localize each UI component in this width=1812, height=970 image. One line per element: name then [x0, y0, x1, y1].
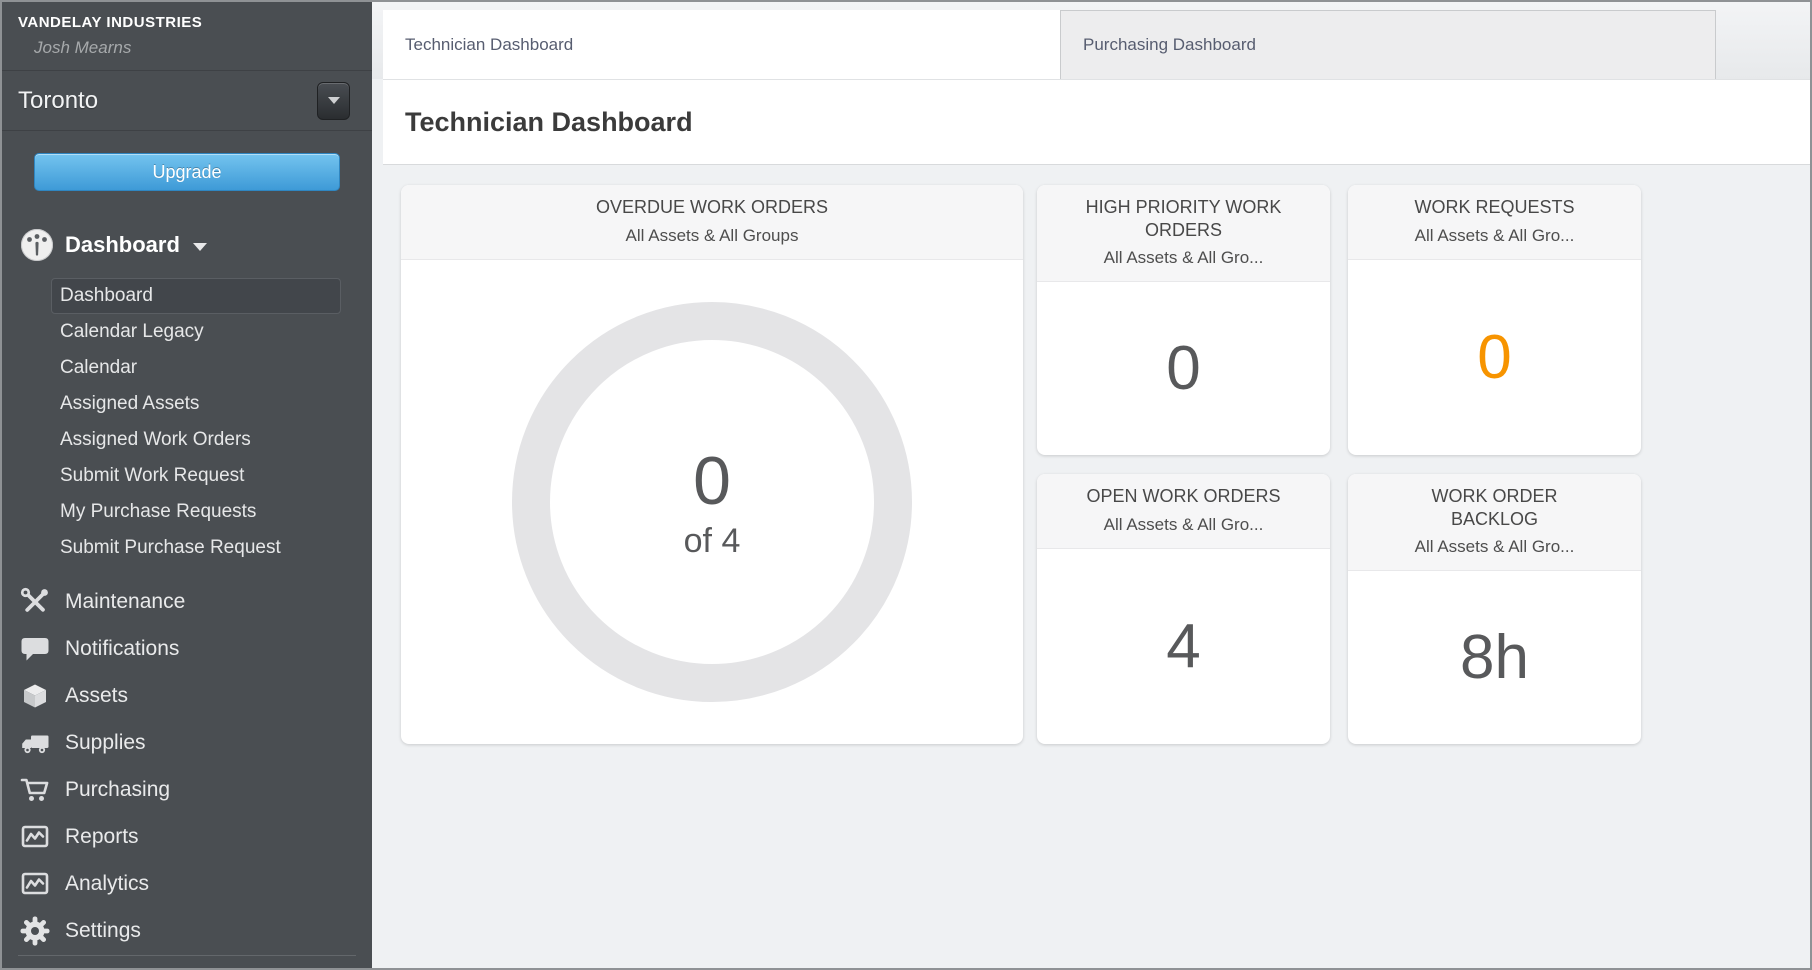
- sidebar-main-menu: Maintenance Notifications: [2, 578, 372, 954]
- open-work-orders-count: 4: [1166, 611, 1201, 681]
- card-body: 0 of 4: [401, 260, 1023, 745]
- stat-card-grid: HIGH PRIORITY WORK ORDERS All Assets & A…: [1037, 185, 1641, 744]
- sidebar-item-analytics[interactable]: Analytics: [18, 860, 372, 907]
- sidebar-item-supplies[interactable]: Supplies: [18, 719, 372, 766]
- work-requests-count: 0: [1477, 322, 1512, 392]
- gauge-icon: [20, 228, 54, 262]
- box-icon: [18, 679, 52, 713]
- sidebar-item-assigned-assets[interactable]: Assigned Assets: [60, 393, 200, 414]
- dashboard-content: OVERDUE WORK ORDERS All Assets & All Gro…: [372, 164, 1810, 968]
- sidebar-item-label: Supplies: [65, 730, 146, 754]
- gear-icon: [18, 914, 52, 948]
- tab-technician-dashboard[interactable]: Technician Dashboard: [383, 10, 1060, 79]
- card-subtitle: All Assets & All Groups: [625, 225, 799, 245]
- sidebar-item-purchasing[interactable]: Purchasing: [18, 766, 372, 813]
- card-high-priority-work-orders[interactable]: HIGH PRIORITY WORK ORDERS All Assets & A…: [1037, 185, 1330, 455]
- sidebar-item-assets[interactable]: Assets: [18, 672, 372, 719]
- facility-dropdown-button[interactable]: [317, 81, 350, 120]
- card-header: OVERDUE WORK ORDERS All Assets & All Gro…: [401, 185, 1023, 260]
- shopping-cart-icon: [18, 773, 52, 807]
- company-name: VANDELAY INDUSTRIES: [18, 14, 203, 31]
- sidebar-item-assigned-work-orders[interactable]: Assigned Work Orders: [60, 429, 251, 450]
- tab-label: Purchasing Dashboard: [1083, 35, 1256, 54]
- upgrade-section: Upgrade: [2, 131, 372, 191]
- sidebar: VANDELAY INDUSTRIES Josh Mearns Toronto …: [2, 2, 372, 968]
- card-body: 0: [1348, 260, 1641, 456]
- sidebar-item-submit-work-request[interactable]: Submit Work Request: [60, 465, 245, 486]
- card-subtitle: All Assets & All Gro...: [1103, 514, 1264, 534]
- sidebar-item-reports[interactable]: Reports: [18, 813, 372, 860]
- speech-bubble-icon: [18, 632, 52, 666]
- sidebar-item-label: Reports: [65, 824, 139, 848]
- sidebar-item-settings[interactable]: Settings: [18, 907, 372, 954]
- card-header: HIGH PRIORITY WORK ORDERS All Assets & A…: [1037, 185, 1330, 282]
- card-title: WORK REQUESTS: [1414, 197, 1575, 217]
- sidebar-item-maintenance[interactable]: Maintenance: [18, 578, 372, 625]
- sidebar-nav: Dashboard Dashboard Calendar Legacy Cale…: [2, 228, 372, 954]
- sidebar-item-label: Purchasing: [65, 777, 171, 801]
- page-titlebar: Technician Dashboard: [383, 79, 1810, 164]
- donut-ring: [512, 301, 912, 702]
- sidebar-item-calendar-legacy[interactable]: Calendar Legacy: [60, 321, 204, 342]
- tab-purchasing-dashboard[interactable]: Purchasing Dashboard: [1060, 10, 1716, 79]
- tab-label: Technician Dashboard: [405, 34, 574, 54]
- chevron-down-icon: [327, 97, 340, 104]
- sidebar-item-my-purchase-requests[interactable]: My Purchase Requests: [60, 501, 257, 522]
- card-open-work-orders[interactable]: OPEN WORK ORDERS All Assets & All Gro...…: [1037, 474, 1330, 744]
- sidebar-item-notifications[interactable]: Notifications: [18, 625, 372, 672]
- overdue-count: 0: [693, 443, 731, 520]
- card-title: OPEN WORK ORDERS: [1086, 486, 1281, 506]
- card-subtitle: All Assets & All Gro...: [1414, 537, 1575, 556]
- card-work-requests[interactable]: WORK REQUESTS All Assets & All Gro... 0: [1348, 185, 1641, 455]
- overdue-total: of 4: [683, 522, 741, 561]
- sidebar-item-calendar[interactable]: Calendar: [60, 357, 138, 378]
- work-order-backlog-hours: 8h: [1460, 623, 1529, 692]
- card-title: HIGH PRIORITY WORK ORDERS: [1085, 197, 1282, 240]
- sidebar-divider: [18, 955, 356, 956]
- dashboard-tabbar: Technician Dashboard Purchasing Dashboar…: [372, 2, 1810, 79]
- sidebar-footer: [2, 955, 372, 968]
- card-subtitle: All Assets & All Gro...: [1414, 225, 1575, 245]
- truck-icon: [18, 726, 52, 760]
- sidebar-section-label: Dashboard: [65, 232, 180, 257]
- sidebar-item-label: Notifications: [65, 636, 180, 660]
- tools-icon: [18, 585, 52, 619]
- card-work-order-backlog[interactable]: WORK ORDER BACKLOG All Assets & All Gro.…: [1348, 474, 1641, 744]
- sidebar-item-label: Analytics: [65, 871, 150, 895]
- analytics-chart-icon: [18, 867, 52, 901]
- facility-selector[interactable]: Toronto: [2, 70, 372, 131]
- card-body: 0: [1037, 282, 1330, 455]
- dashboard-submenu: Dashboard Calendar Legacy Calendar Assig…: [2, 278, 372, 566]
- card-subtitle: All Assets & All Gro...: [1103, 248, 1264, 267]
- report-chart-icon: [18, 820, 52, 854]
- card-title: WORK ORDER BACKLOG: [1431, 486, 1558, 529]
- user-name: Josh Mearns: [34, 38, 132, 57]
- card-header: WORK ORDER BACKLOG All Assets & All Gro.…: [1348, 474, 1641, 571]
- main-area: Technician Dashboard Purchasing Dashboar…: [372, 2, 1810, 968]
- company-block: VANDELAY INDUSTRIES Josh Mearns: [2, 2, 372, 70]
- sidebar-item-label: Assets: [65, 683, 129, 707]
- card-title: OVERDUE WORK ORDERS: [595, 197, 829, 217]
- chevron-down-icon: [192, 243, 207, 251]
- card-body: 4: [1037, 549, 1330, 745]
- donut-center: 0 of 4: [507, 297, 917, 707]
- high-priority-count: 0: [1166, 334, 1201, 403]
- card-header: OPEN WORK ORDERS All Assets & All Gro...: [1037, 474, 1330, 549]
- card-header: WORK REQUESTS All Assets & All Gro...: [1348, 185, 1641, 260]
- sidebar-item-label: Maintenance: [65, 589, 186, 613]
- sidebar-section-dashboard[interactable]: Dashboard: [2, 228, 372, 262]
- upgrade-button[interactable]: Upgrade: [34, 153, 340, 191]
- facility-name: Toronto: [18, 86, 99, 114]
- page-title: Technician Dashboard: [405, 106, 693, 137]
- donut-gauge: 0 of 4: [507, 297, 917, 707]
- sidebar-item-dashboard[interactable]: Dashboard: [51, 278, 341, 314]
- sidebar-item-submit-purchase-request[interactable]: Submit Purchase Request: [60, 537, 281, 558]
- card-body: 8h: [1348, 571, 1641, 744]
- sidebar-item-label: Settings: [65, 918, 141, 942]
- card-overdue-work-orders[interactable]: OVERDUE WORK ORDERS All Assets & All Gro…: [401, 185, 1023, 744]
